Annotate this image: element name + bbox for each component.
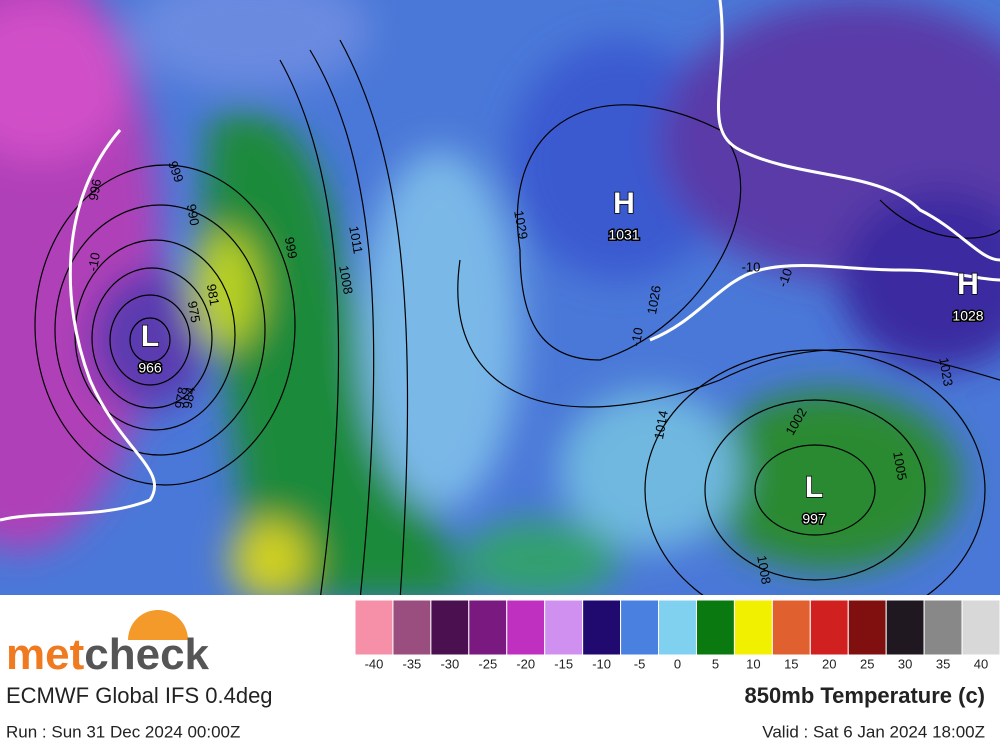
model-name: ECMWF Global IFS 0.4deg [6, 683, 273, 708]
colorbar-swatch [392, 599, 432, 656]
temperature-contour-label: -10 [742, 259, 761, 274]
isobar-label: 981 [204, 283, 223, 307]
isobar-label: 996 [86, 178, 105, 202]
colorbar-tick-label: 35 [936, 656, 950, 671]
isobar-label: 1014 [651, 409, 671, 440]
freezing-line [0, 0, 1000, 522]
colorbar: -40 -35 -30 -25 -20 -15 -10 -5 0 5 10 15 20 25 30 35 40 [354, 599, 1000, 671]
logo-met: met [6, 630, 85, 679]
pressure-system-value: 1028 [952, 308, 983, 324]
colorbar-tick-label: 40 [974, 656, 988, 671]
colorbar-swatch [658, 599, 697, 656]
isobar-label: 1005 [890, 450, 910, 481]
chart-title: 850mb Temperature (c) [745, 683, 985, 708]
pressure-system-value: 966 [138, 360, 162, 376]
colorbar-tick-label: -30 [440, 656, 459, 671]
colorbar-swatch [961, 599, 1000, 656]
isobar-label: 999 [282, 236, 301, 260]
isobar-label: 1029 [511, 209, 531, 240]
isobar-label: 1026 [644, 284, 664, 315]
colorbar-tick-label: 0 [674, 656, 681, 671]
colorbar-tick-label: 15 [784, 656, 798, 671]
valid-time: Valid : Sat 6 Jan 2024 18:00Z [762, 722, 985, 741]
logo-sun [128, 610, 188, 640]
pressure-system-value: 997 [802, 511, 826, 527]
colorbar-swatch [620, 599, 660, 656]
colorbar-tick-label: 10 [746, 656, 760, 671]
colorbar-swatch [695, 599, 735, 656]
colorbar-swatch [354, 599, 394, 656]
isobars [34, 39, 1000, 595]
isobar-label: 990 [184, 203, 203, 227]
isobar-label: 1023 [936, 356, 956, 387]
colorbar-swatch [733, 599, 773, 656]
logo-check: check [84, 630, 209, 679]
isobar-label: 975 [185, 300, 204, 324]
colorbar-tick-label: -15 [554, 656, 573, 671]
pressure-system-letter: L [805, 471, 823, 504]
colorbar-swatch [468, 599, 508, 656]
colorbar-tick-label: -40 [365, 656, 384, 671]
colorbar-swatch [506, 599, 546, 656]
isobar-label: 1008 [336, 264, 356, 295]
colorbar-tick-label: 20 [822, 656, 836, 671]
isobar-label: 999 [165, 159, 187, 185]
colorbar-swatch [430, 599, 470, 656]
colorbar-tick-label: -5 [634, 656, 646, 671]
temperature-contour-label: -10 [85, 251, 103, 272]
pressure-system-letter: L [141, 320, 159, 353]
colorbar-swatch [885, 599, 925, 656]
colorbar-tick-label: -10 [592, 656, 611, 671]
pressure-system-value: 1031 [608, 227, 639, 243]
colorbar-swatch [544, 599, 584, 656]
logo: metcheck [6, 610, 210, 679]
temperature-contour-label: -10 [775, 266, 796, 289]
colorbar-swatch [809, 599, 849, 656]
run-time: Run : Sun 31 Dec 2024 00:00Z [6, 722, 240, 741]
colorbar-swatch [582, 599, 622, 656]
isobar-label: 1011 [346, 225, 366, 255]
pressure-system-letter: H [957, 268, 979, 301]
colorbar-tick-label: 30 [898, 656, 912, 671]
pressure-system-letter: H [613, 187, 635, 220]
isobar-label: 1008 [754, 554, 774, 585]
isobar-label: 978 [172, 386, 191, 410]
colorbar-swatch [771, 599, 811, 656]
colorbar-tick-label: -25 [478, 656, 497, 671]
colorbar-tick-label: 5 [712, 656, 719, 671]
temperature-contour-label: -10 [628, 326, 646, 347]
colorbar-swatch [847, 599, 887, 656]
logo-text: metcheck [6, 630, 210, 679]
colorbar-tick-label: -35 [403, 656, 422, 671]
isobar-label: 984 [180, 386, 199, 410]
colorbar-swatch [923, 599, 963, 656]
colorbar-tick-label: 25 [860, 656, 874, 671]
colorbar-tick-label: -20 [516, 656, 535, 671]
